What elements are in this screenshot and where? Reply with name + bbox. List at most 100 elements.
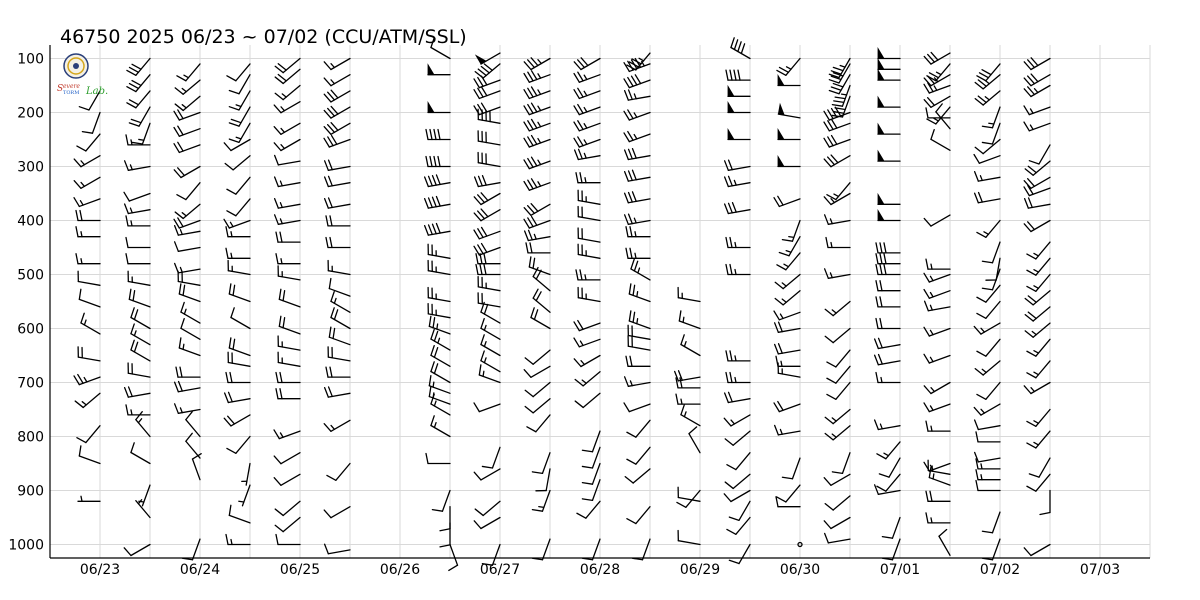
barb-staff — [928, 476, 951, 486]
barb-full-feather — [573, 149, 579, 161]
wind-barb — [328, 326, 351, 346]
wind-barb — [427, 303, 451, 319]
barb-staff — [1030, 219, 1051, 233]
wind-barb — [973, 170, 1001, 182]
barb-staff — [235, 63, 251, 82]
wind-barb — [877, 149, 901, 162]
barb-staff — [327, 549, 351, 555]
barb-full-feather — [223, 417, 232, 427]
barb-half-feather — [634, 231, 637, 238]
wind-barb — [174, 95, 201, 112]
wind-barb — [77, 495, 101, 502]
barb-pennant — [777, 128, 785, 140]
wind-barb — [273, 473, 301, 486]
barb-staff — [991, 241, 1001, 264]
wind-barb — [275, 231, 301, 243]
barb-staff — [330, 506, 351, 519]
wind-barb — [178, 337, 201, 357]
wind-barb — [225, 247, 251, 259]
barb-full-feather — [527, 103, 534, 114]
barb-full-feather — [176, 75, 187, 82]
barb-full-feather — [173, 143, 180, 154]
barb-staff — [530, 316, 551, 330]
wind-barb — [581, 479, 601, 502]
barb-full-feather — [274, 508, 284, 517]
barb-full-feather — [177, 380, 183, 392]
wind-barb — [573, 103, 601, 116]
barb-full-feather — [731, 201, 737, 213]
barb-staff — [282, 516, 301, 533]
wind-barb — [680, 334, 701, 357]
barb-full-feather — [176, 194, 187, 201]
barb-full-feather — [927, 53, 936, 63]
barb-full-feather — [73, 179, 82, 189]
barb-staff — [830, 473, 851, 486]
wind-barb — [530, 307, 551, 330]
barb-full-feather — [981, 287, 994, 291]
barb-full-feather — [981, 125, 994, 129]
barb-half-feather — [330, 79, 336, 85]
barb-full-feather — [477, 103, 484, 114]
barb-full-feather — [179, 366, 183, 378]
barb-staff — [477, 286, 501, 292]
barb-staff — [578, 122, 601, 132]
barb-full-feather — [477, 87, 484, 98]
wind-barb — [1023, 57, 1051, 71]
barb-full-feather — [525, 242, 529, 254]
wind-barb — [974, 74, 1001, 90]
wind-barb — [973, 403, 1001, 416]
barb-full-feather — [1027, 197, 1033, 209]
barb-full-feather — [823, 137, 830, 148]
barb-full-feather — [627, 130, 634, 141]
wind-barb — [273, 154, 301, 166]
barb-full-feather — [325, 236, 329, 249]
barb-full-feather — [523, 180, 530, 191]
barb-staff — [978, 155, 1001, 164]
wind-barb — [226, 63, 251, 82]
barb-staff — [228, 293, 251, 303]
barb-full-feather — [632, 311, 636, 323]
barb-half-feather — [629, 380, 633, 387]
barb-staff — [928, 327, 951, 337]
wind-barb — [473, 75, 501, 89]
barb-full-feather — [629, 226, 633, 238]
barb-full-feather — [627, 191, 633, 203]
barb-full-feather — [1027, 165, 1037, 174]
barb-half-feather — [981, 368, 987, 374]
barb-full-feather — [530, 215, 538, 226]
barb-pennant — [777, 155, 785, 167]
wind-barb — [626, 506, 651, 525]
barb-staff — [578, 138, 601, 148]
barb-full-feather — [876, 485, 887, 492]
barb-full-feather — [923, 385, 932, 395]
barb-half-feather — [829, 218, 833, 225]
barb-full-feather — [573, 337, 580, 348]
wind-barb — [981, 122, 1001, 145]
wind-barb — [274, 500, 301, 517]
barb-staff — [1035, 360, 1051, 379]
barb-half-feather — [683, 341, 687, 348]
barb-full-feather — [230, 307, 235, 319]
barb-full-feather — [925, 490, 929, 502]
barb-staff — [778, 403, 801, 413]
barb-half-feather — [583, 152, 587, 159]
wind-barb — [523, 86, 551, 100]
barb-full-feather — [173, 241, 179, 252]
barb-full-feather — [826, 194, 837, 201]
barb-staff — [1030, 84, 1051, 98]
barb-half-feather — [633, 217, 637, 224]
wind-barb — [581, 462, 601, 485]
wind-barb — [680, 404, 701, 427]
barb-half-feather — [680, 398, 683, 405]
wind-barb — [976, 381, 1001, 401]
barb-staff — [930, 138, 951, 151]
barb-full-feather — [173, 169, 182, 179]
barb-half-feather — [181, 104, 187, 109]
barb-staff — [991, 122, 1001, 145]
wind-barb — [323, 74, 351, 87]
wind-barb — [826, 349, 851, 368]
wind-barb — [427, 243, 451, 259]
wind-barb — [173, 224, 201, 236]
barb-staff — [185, 182, 201, 201]
wind-barb — [923, 381, 951, 395]
